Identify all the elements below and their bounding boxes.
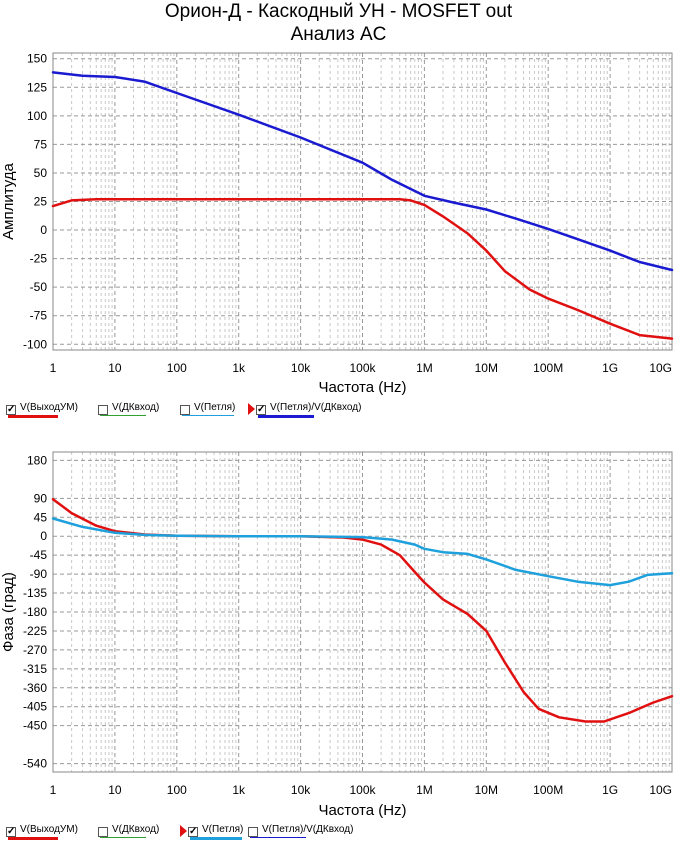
y-tick-label: -225 [23, 624, 47, 638]
legend-label: V(ВыходУМ) [20, 402, 78, 413]
chart-title: Орион-Д - Каскодный УН - MOSFET out [164, 1, 513, 22]
legend-checkbox[interactable]: ✓ [6, 826, 16, 837]
y-tick-label: 75 [34, 137, 48, 151]
y-tick-label: 125 [27, 80, 47, 94]
y-axis-label: Фаза (град) [0, 572, 17, 652]
series-line [51, 517, 674, 587]
plot-frame [52, 451, 673, 773]
x-tick-label: 10 [108, 361, 122, 375]
x-tick-label: 100k [349, 361, 376, 375]
plot-frame [52, 52, 673, 351]
y-tick-label: -90 [30, 567, 48, 581]
legend-label: V(ДКвход) [112, 402, 160, 413]
legend-label: V(ВыходУМ) [20, 824, 78, 835]
legend-checkbox[interactable]: ✓ [188, 826, 198, 837]
active-series-marker-icon [180, 825, 187, 837]
series-line [51, 197, 674, 340]
legend-label: V(ДКвход) [112, 824, 160, 835]
legend-checkbox[interactable] [98, 827, 108, 837]
y-tick-label: -405 [23, 700, 47, 714]
y-tick-label: -135 [23, 586, 47, 600]
y-tick-label: -540 [23, 757, 47, 771]
legend-line-swatch [100, 837, 146, 838]
legend-line-swatch [100, 415, 146, 416]
x-tick-label: 1k [232, 783, 246, 797]
y-tick-label: -360 [23, 681, 47, 695]
x-tick-label: 100 [167, 783, 187, 797]
x-tick-label: 10k [291, 783, 311, 797]
legend-line-swatch [8, 415, 58, 418]
legend-label: V(Петля)/V(ДКвход) [262, 824, 354, 835]
x-tick-label: 10M [475, 783, 498, 797]
x-tick-label: 10 [108, 783, 122, 797]
legend-line-swatch [250, 837, 306, 838]
y-tick-label: 0 [40, 223, 47, 237]
y-tick-label: -25 [30, 252, 48, 266]
y-tick-label: 0 [40, 529, 47, 543]
x-tick-label: 10k [291, 361, 311, 375]
x-axis-label: Частота (Hz) [318, 379, 406, 396]
x-tick-label: 10M [475, 361, 498, 375]
y-tick-label: -450 [23, 719, 47, 733]
y-tick-label: -180 [23, 605, 47, 619]
x-tick-label: 100M [533, 783, 563, 797]
y-tick-label: -315 [23, 662, 47, 676]
y-tick-label: 90 [34, 491, 48, 505]
y-tick-label: -50 [30, 280, 48, 294]
amplitude-legend: ✓ V(ВыходУМ) V(ДКвход) V(Петля) ✓ V(Петля)/V(… [0, 402, 677, 420]
legend-checkbox[interactable] [180, 405, 190, 415]
x-tick-label: 1G [602, 361, 618, 375]
legend-line-swatch [190, 837, 242, 840]
series-line [51, 71, 674, 272]
y-tick-label: 100 [27, 109, 47, 123]
y-tick-label: 180 [27, 453, 47, 467]
x-tick-label: 100M [533, 361, 563, 375]
y-tick-label: 45 [34, 510, 48, 524]
x-tick-label: 10G [649, 361, 672, 375]
phase-legend: ✓ V(ВыходУМ) V(ДКвход) ✓ V(Петля) V(Петля)/V(… [0, 824, 677, 842]
legend-label: V(Петля) [202, 824, 244, 835]
legend-line-swatch [258, 415, 314, 418]
phase-plot: 180 90 45 0 -45 -90 -135 -180 -225 -270 -315 -360 -4… [0, 451, 674, 819]
x-tick-label: 1M [416, 361, 433, 375]
y-tick-label: -100 [23, 337, 47, 351]
active-series-marker-icon [248, 403, 255, 415]
y-tick-label: 25 [34, 195, 48, 209]
x-tick-label: 1 [50, 361, 57, 375]
y-axis-label: Амплитуда [0, 162, 17, 239]
y-tick-label: -45 [30, 548, 48, 562]
legend-line-swatch [182, 415, 234, 416]
legend-label: V(Петля) [194, 402, 236, 413]
legend-line-swatch [8, 837, 58, 840]
y-tick-label: -270 [23, 643, 47, 657]
y-tick-label: -75 [30, 309, 48, 323]
x-tick-label: 10G [649, 783, 672, 797]
legend-checkbox[interactable]: ✓ [6, 404, 16, 415]
x-tick-label: 1G [602, 783, 618, 797]
x-tick-label: 1 [50, 783, 57, 797]
x-tick-label: 1M [416, 783, 433, 797]
chart-subtitle: Анализ AC [290, 24, 387, 45]
legend-checkbox[interactable] [98, 405, 108, 415]
x-tick-label: 100k [349, 783, 376, 797]
legend-checkbox[interactable] [248, 827, 258, 837]
x-axis-label: Частота (Hz) [318, 802, 406, 819]
x-tick-label: 1k [232, 361, 246, 375]
y-tick-label: 150 [27, 52, 47, 66]
x-tick-label: 100 [167, 361, 187, 375]
y-tick-label: 50 [34, 166, 48, 180]
legend-checkbox[interactable]: ✓ [256, 404, 266, 415]
legend-label: V(Петля)/V(ДКвход) [270, 402, 362, 413]
